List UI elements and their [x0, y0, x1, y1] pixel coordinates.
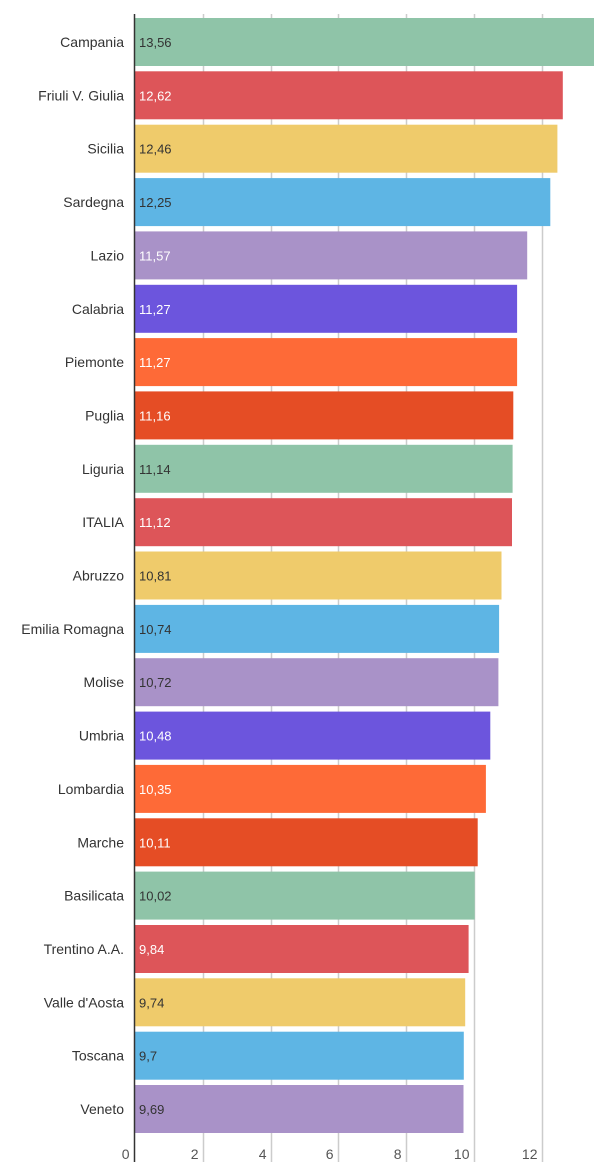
category-label: Sardegna [63, 194, 124, 210]
bar-value-label: 11,27 [139, 355, 171, 370]
category-label: Friuli V. Giulia [38, 87, 124, 103]
bar-value-label: 11,27 [139, 302, 171, 317]
bar-value-label: 10,81 [139, 569, 172, 584]
bar-value-label: 13,56 [139, 35, 172, 50]
category-label: Basilicata [64, 888, 124, 904]
x-tick-label: 6 [326, 1146, 334, 1162]
bar [135, 498, 512, 547]
bar-value-label: 10,35 [139, 782, 172, 797]
x-tick-label: 0 [122, 1146, 130, 1162]
category-labels: Campania Friuli V. Giulia Sicilia Sardegna L… [21, 34, 124, 1117]
bar [135, 124, 558, 173]
bar [135, 551, 502, 600]
bar-value-label: 12,62 [139, 88, 172, 103]
bars [135, 18, 594, 1133]
category-label: Valle d'Aosta [44, 994, 124, 1010]
value-labels: 13,56 12,62 12,46 12,25 11,57 11,27 11,27 11,16… [139, 35, 172, 1117]
bar [135, 338, 518, 387]
category-label: Umbria [79, 728, 124, 744]
bar [135, 711, 491, 760]
x-tick-label: 4 [259, 1146, 267, 1162]
bar-value-label: 12,46 [139, 142, 172, 157]
category-label: Toscana [72, 1048, 124, 1064]
x-tick-label: 10 [454, 1146, 470, 1162]
x-tick-label: 12 [522, 1146, 538, 1162]
bar-value-label: 10,02 [139, 889, 172, 904]
category-label: Abruzzo [73, 568, 125, 584]
x-tick-label: 8 [394, 1146, 402, 1162]
bar-value-label: 10,74 [139, 622, 172, 637]
category-label: Veneto [80, 1101, 124, 1117]
bar-value-label: 12,25 [139, 195, 172, 210]
bar-value-label: 9,69 [139, 1102, 164, 1117]
bar [135, 231, 528, 280]
x-tick-label: 2 [191, 1146, 199, 1162]
bar [135, 1031, 464, 1080]
category-label: Puglia [85, 407, 124, 423]
bar [135, 444, 513, 493]
category-label: Sicilia [87, 141, 124, 157]
bar [135, 764, 486, 813]
category-label: Molise [84, 674, 125, 690]
bar-value-label: 10,11 [139, 835, 171, 850]
bar [135, 925, 469, 973]
bar [135, 871, 475, 920]
category-label: Piemonte [65, 354, 124, 370]
bar-value-label: 9,74 [139, 995, 164, 1010]
category-label: Lazio [91, 247, 125, 263]
bar-value-label: 11,16 [139, 408, 171, 423]
bar-value-label: 10,72 [139, 675, 172, 690]
category-label: Campania [60, 34, 124, 50]
bar [135, 604, 500, 653]
bar [135, 978, 466, 1027]
category-label: Liguria [82, 461, 124, 477]
bar [135, 818, 478, 867]
category-label: Calabria [72, 301, 124, 317]
bar-value-label: 11,14 [139, 462, 171, 477]
bar-value-label: 9,84 [139, 942, 164, 957]
bar [135, 71, 563, 120]
bar-value-label: 11,57 [139, 248, 171, 263]
bar-value-label: 9,7 [139, 1049, 157, 1064]
category-label: Emilia Romagna [21, 621, 124, 637]
bar-value-label: 11,12 [139, 515, 171, 530]
bar [135, 658, 499, 707]
bar-value-label: 10,48 [139, 729, 172, 744]
category-label: ITALIA [82, 514, 124, 530]
bar [135, 178, 551, 227]
bar [135, 284, 518, 333]
category-label: Trentino A.A. [44, 941, 124, 957]
bar [135, 18, 594, 66]
bar [135, 1085, 464, 1133]
category-label: Lombardia [58, 781, 124, 797]
category-label: Marche [77, 834, 124, 850]
x-tick-labels: 0 2 4 6 8 10 12 [122, 1146, 538, 1162]
bar [135, 391, 514, 440]
